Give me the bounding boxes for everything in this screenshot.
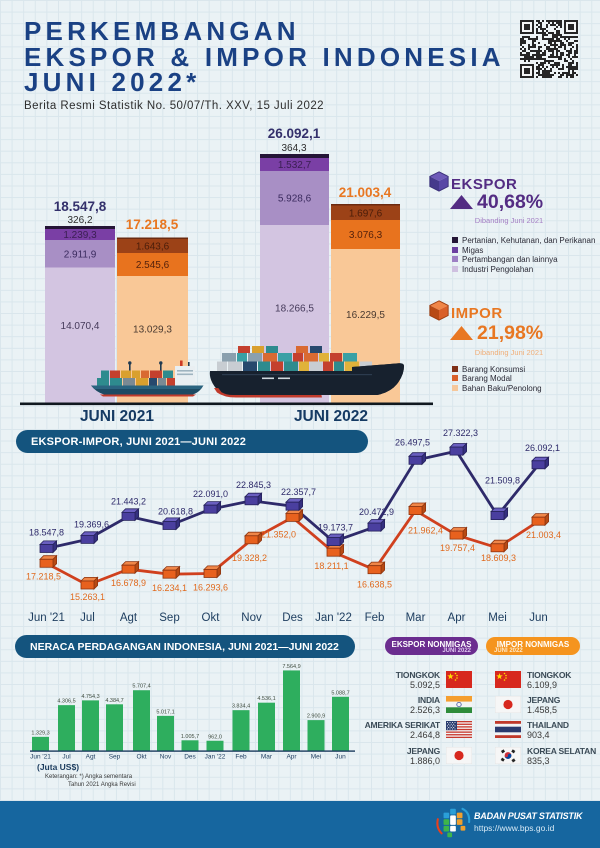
svg-text:Sep: Sep	[109, 754, 121, 761]
svg-text:15.263,1: 15.263,1	[70, 592, 105, 602]
svg-text:22.845,3: 22.845,3	[236, 480, 271, 490]
svg-text:Des: Des	[184, 754, 196, 761]
svg-text:2.911,9: 2.911,9	[64, 249, 97, 260]
svg-text:20.618,8: 20.618,8	[158, 507, 193, 517]
svg-text:16.678,9: 16.678,9	[111, 578, 146, 588]
svg-text:Jun '21: Jun '21	[30, 754, 51, 761]
svg-text:16.293,6: 16.293,6	[193, 583, 228, 593]
svg-text:18.211,1: 18.211,1	[314, 561, 348, 571]
svg-text:19.173,7: 19.173,7	[318, 523, 353, 533]
svg-text:7.564,9: 7.564,9	[282, 664, 300, 670]
svg-text:3.076,3: 3.076,3	[349, 230, 383, 241]
svg-text:4.536,1: 4.536,1	[257, 696, 275, 702]
svg-text:Mei: Mei	[311, 754, 321, 761]
svg-text:21.962,4: 21.962,4	[408, 526, 443, 536]
svg-text:16.234,1: 16.234,1	[152, 583, 187, 593]
svg-text:2.545,6: 2.545,6	[136, 260, 170, 271]
svg-text:18.547,8: 18.547,8	[54, 199, 107, 214]
svg-text:Jul: Jul	[80, 612, 95, 624]
svg-text:Jun '21: Jun '21	[28, 612, 65, 624]
svg-text:19.757,4: 19.757,4	[440, 543, 475, 553]
svg-text:4.306,5: 4.306,5	[57, 699, 75, 705]
svg-text:22.091,0: 22.091,0	[193, 489, 228, 499]
svg-text:16.229,5: 16.229,5	[346, 310, 385, 321]
svg-text:3.834,4: 3.834,4	[232, 704, 250, 710]
svg-text:26.092,1: 26.092,1	[525, 443, 560, 453]
svg-text:5.707,4: 5.707,4	[132, 684, 150, 690]
svg-text:21.509,8: 21.509,8	[485, 476, 520, 486]
svg-text:1.239,3: 1.239,3	[63, 230, 97, 241]
svg-text:364,3: 364,3	[281, 143, 306, 154]
svg-text:18.609,3: 18.609,3	[481, 553, 516, 563]
svg-text:4.384,7: 4.384,7	[105, 698, 123, 704]
svg-text:16.638,5: 16.638,5	[357, 580, 392, 590]
svg-text:21.003,4: 21.003,4	[526, 530, 561, 540]
svg-text:Agt: Agt	[120, 612, 138, 624]
svg-text:5.928,6: 5.928,6	[278, 194, 312, 205]
svg-text:Feb: Feb	[235, 754, 247, 761]
svg-text:Apr: Apr	[448, 612, 466, 624]
svg-text:21.352,0: 21.352,0	[261, 529, 296, 539]
svg-text:Jul: Jul	[62, 754, 71, 761]
svg-text:21.443,2: 21.443,2	[111, 496, 146, 506]
svg-text:5.017,1: 5.017,1	[156, 709, 174, 715]
svg-text:2.900,9: 2.900,9	[307, 714, 325, 720]
svg-text:19.369,6: 19.369,6	[74, 519, 109, 529]
svg-text:Okt: Okt	[202, 612, 221, 624]
svg-text:14.070,4: 14.070,4	[61, 321, 100, 332]
svg-text:Nov: Nov	[241, 612, 262, 624]
svg-text:Jan '22: Jan '22	[205, 754, 226, 761]
svg-text:21.003,4: 21.003,4	[339, 185, 392, 200]
svg-text:Nov: Nov	[160, 754, 172, 761]
svg-text:Mei: Mei	[488, 612, 507, 624]
svg-text:Agt: Agt	[86, 754, 96, 761]
svg-text:1.697,6: 1.697,6	[349, 208, 383, 219]
svg-text:Jun: Jun	[335, 754, 346, 761]
svg-text:326,2: 326,2	[67, 215, 92, 226]
svg-text:Feb: Feb	[365, 612, 385, 624]
svg-text:18.266,5: 18.266,5	[275, 304, 314, 315]
svg-text:962,0: 962,0	[208, 734, 222, 740]
svg-text:JUNI 2021: JUNI 2021	[80, 408, 154, 425]
svg-text:1.329,3: 1.329,3	[31, 730, 49, 736]
svg-text:1.005,7: 1.005,7	[181, 734, 199, 740]
svg-text:1.643,6: 1.643,6	[136, 242, 170, 253]
svg-text:18.547,8: 18.547,8	[29, 528, 64, 538]
svg-text:17.218,5: 17.218,5	[26, 571, 61, 581]
svg-text:26.497,5: 26.497,5	[395, 437, 430, 447]
svg-text:22.357,7: 22.357,7	[281, 487, 316, 497]
svg-text:5.088,7: 5.088,7	[331, 690, 349, 696]
svg-text:Jan '22: Jan '22	[315, 612, 352, 624]
svg-text:Apr: Apr	[286, 754, 297, 761]
svg-text:1.532,7: 1.532,7	[278, 160, 312, 171]
svg-text:Okt: Okt	[136, 754, 146, 761]
svg-text:Mar: Mar	[406, 612, 426, 624]
svg-text:27.322,3: 27.322,3	[443, 428, 478, 438]
svg-text:20.472,9: 20.472,9	[359, 507, 394, 517]
svg-text:Jun: Jun	[529, 612, 548, 624]
svg-text:13.029,3: 13.029,3	[133, 325, 172, 336]
svg-text:Sep: Sep	[159, 612, 179, 624]
svg-text:26.092,1: 26.092,1	[268, 126, 321, 141]
svg-text:19.328,2: 19.328,2	[232, 553, 267, 563]
svg-text:Mar: Mar	[261, 754, 273, 761]
svg-text:JUNI 2022: JUNI 2022	[294, 408, 368, 425]
svg-text:4.754,3: 4.754,3	[81, 694, 99, 700]
svg-text:Des: Des	[282, 612, 303, 624]
svg-text:17.218,5: 17.218,5	[126, 217, 179, 232]
